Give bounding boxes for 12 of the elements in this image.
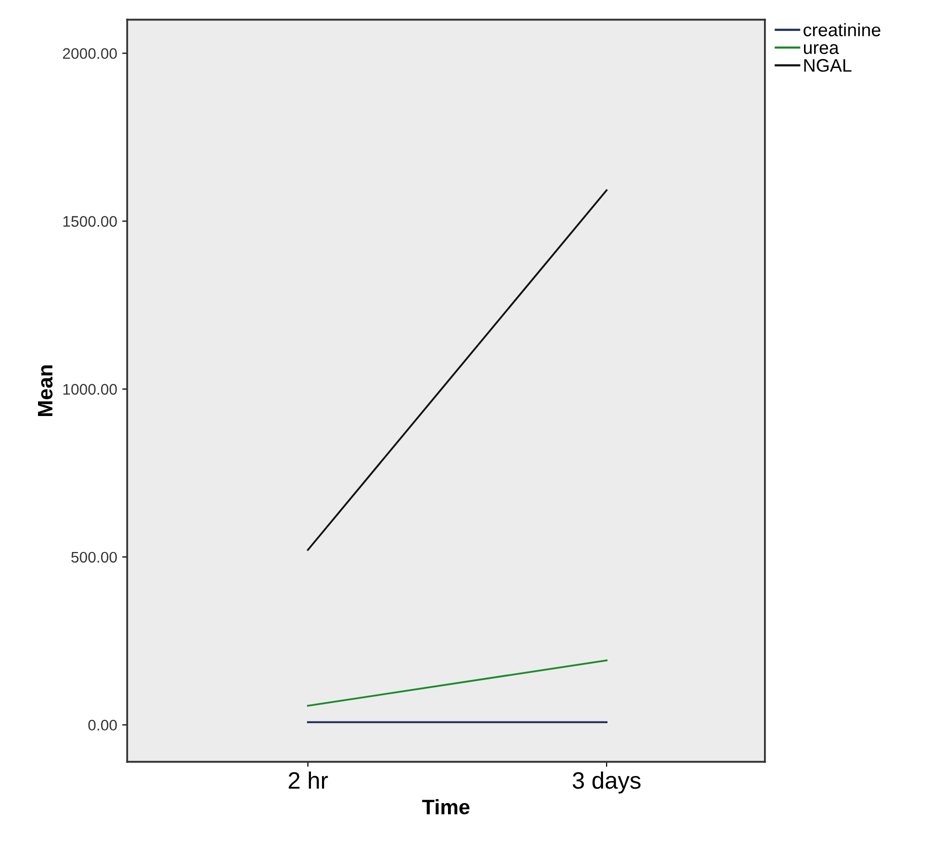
y-tick-label: 500.00 — [71, 552, 117, 563]
x-tick-label: 2 hr — [288, 772, 328, 789]
y-axis-title: Mean — [38, 365, 53, 416]
y-tick-label: 1500.00 — [63, 216, 117, 227]
y-tick-label: 2000.00 — [62, 48, 117, 59]
x-axis-title: Time — [422, 799, 470, 814]
legend-label: NGAL — [804, 59, 852, 72]
x-tick-label: 3 days — [572, 772, 641, 794]
legend-label: urea — [804, 44, 839, 54]
legend-label: creatinine — [804, 23, 880, 36]
y-tick-label: 0.00 — [88, 720, 117, 731]
y-tick-label: 1000.00 — [63, 384, 117, 395]
